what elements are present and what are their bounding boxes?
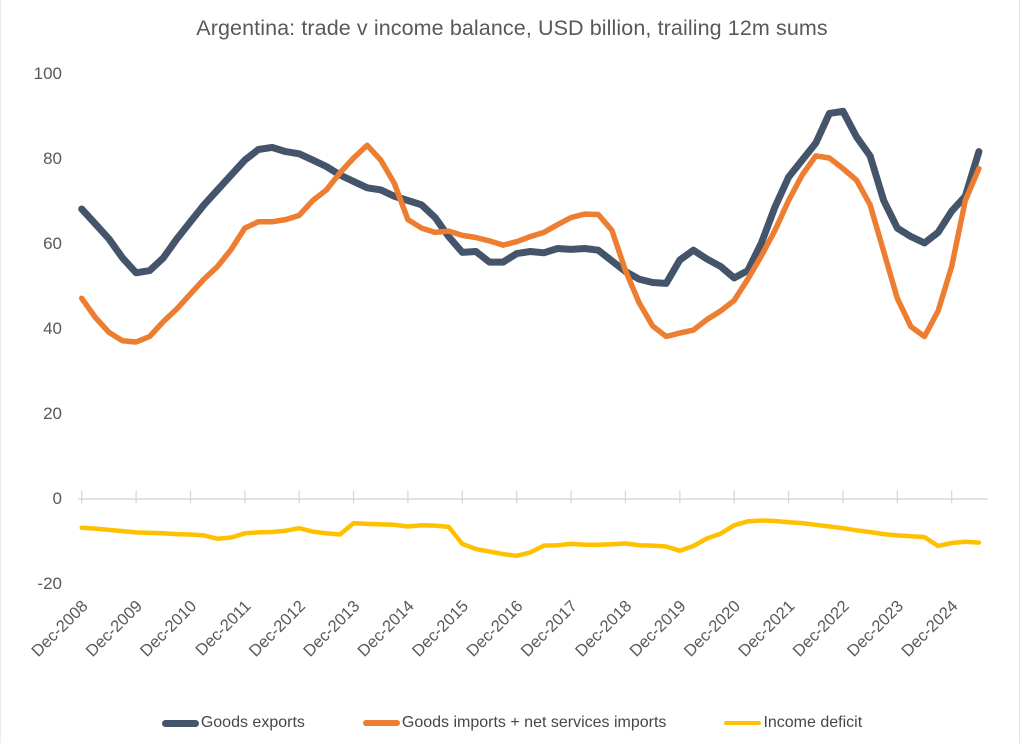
- y-axis-label: 100: [34, 64, 62, 83]
- series-line-goods-exports: [78, 107, 983, 287]
- series-line-income-deficit: [79, 518, 982, 559]
- x-axis-label: Dec-2019: [626, 597, 689, 660]
- x-axis-label: Dec-2013: [300, 597, 363, 660]
- x-axis-label: Dec-2024: [898, 597, 961, 660]
- legend-swatch-income-deficit: [724, 720, 762, 726]
- x-axis-label: Dec-2017: [518, 597, 581, 660]
- x-axis-label: Dec-2011: [192, 597, 254, 659]
- x-axis-label: Dec-2016: [463, 597, 526, 660]
- x-axis-label: Dec-2022: [790, 597, 853, 660]
- legend: Goods exports Goods imports + net servic…: [0, 714, 1024, 732]
- x-axis-label: Dec-2014: [354, 597, 417, 660]
- x-axis-label: Dec-2021: [735, 597, 798, 660]
- x-axis-label: Dec-2012: [246, 597, 309, 660]
- y-axis-label: 80: [43, 149, 62, 168]
- y-axis-label: 20: [43, 404, 62, 423]
- legend-swatch-goods-exports: [161, 719, 199, 727]
- legend-item-goods-imports: Goods imports + net services imports: [362, 714, 667, 732]
- legend-label-income-deficit: Income deficit: [763, 714, 863, 731]
- series-line-goods-imports-net-services: [78, 142, 982, 345]
- legend-item-goods-exports: Goods exports: [161, 714, 305, 732]
- x-axis-label: Dec-2015: [409, 597, 472, 660]
- x-axis-label: Dec-2018: [572, 597, 635, 660]
- legend-swatch-goods-imports: [362, 720, 400, 726]
- x-axis-label: Dec-2009: [83, 597, 146, 660]
- y-axis-label: 60: [43, 234, 62, 253]
- y-axis-label: 40: [43, 319, 62, 338]
- y-axis-label: -20: [37, 574, 62, 593]
- x-axis-label: Dec-2020: [681, 597, 744, 660]
- chart-title: Argentina: trade v income balance, USD b…: [196, 16, 828, 40]
- legend-label-goods-imports: Goods imports + net services imports: [401, 714, 667, 731]
- x-axis-label: Dec-2010: [137, 597, 200, 660]
- x-axis-label: Dec-2023: [844, 597, 907, 660]
- legend-label-goods-exports: Goods exports: [200, 714, 305, 731]
- legend-item-income-deficit: Income deficit: [724, 714, 862, 732]
- y-axis-label: 0: [53, 489, 62, 508]
- x-axis-label: Dec-2008: [28, 597, 91, 660]
